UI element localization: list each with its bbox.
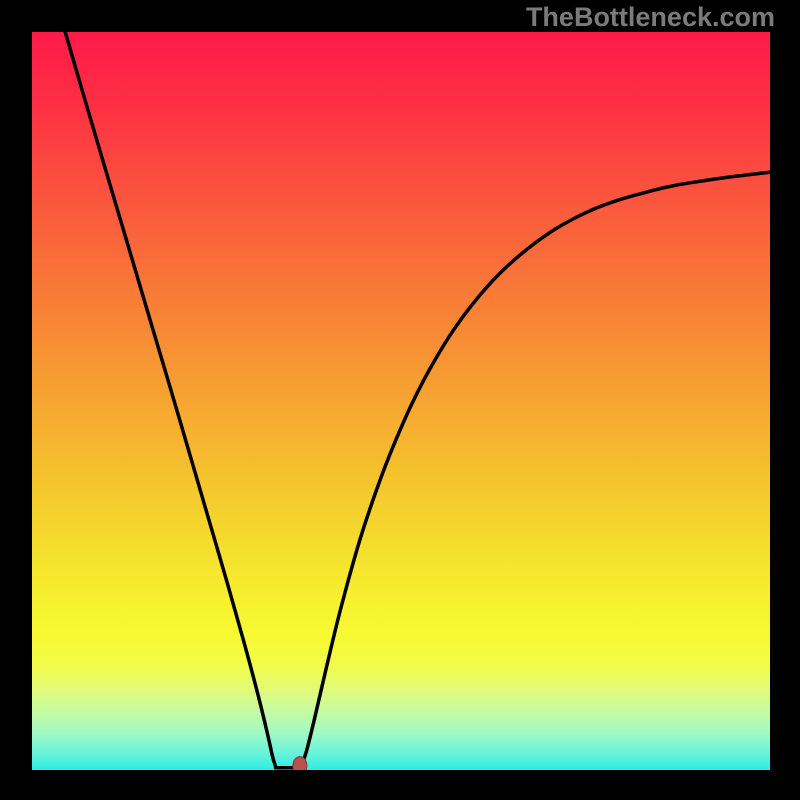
gradient-background bbox=[32, 32, 770, 770]
watermark-text: TheBottleneck.com bbox=[526, 2, 775, 33]
plot-svg bbox=[32, 32, 770, 770]
bottleneck-marker bbox=[293, 757, 307, 770]
plot-area bbox=[32, 32, 770, 770]
chart-container: TheBottleneck.com bbox=[0, 0, 800, 800]
